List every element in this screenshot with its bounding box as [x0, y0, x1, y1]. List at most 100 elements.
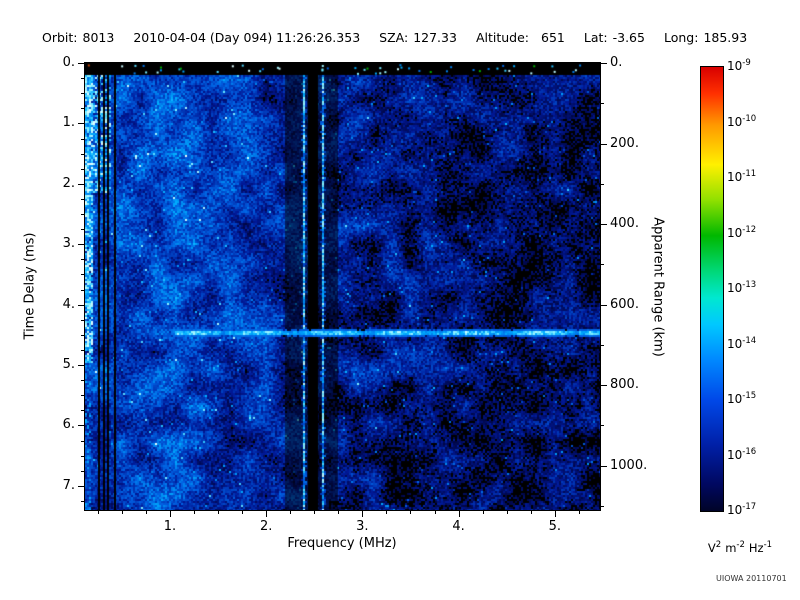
y-tick: [78, 63, 84, 64]
x-tick: [554, 511, 556, 517]
colorbar-tick-label: 10-13: [727, 280, 757, 295]
x-minor-tick: [242, 511, 244, 514]
range-tick-label: 400.: [610, 216, 639, 232]
range-tick: [601, 465, 607, 467]
x-tick: [362, 511, 364, 517]
y-minor-tick: [81, 153, 84, 155]
y-minor-tick: [81, 229, 84, 231]
x-tick: [458, 511, 460, 517]
y-minor-tick: [81, 108, 84, 110]
y-tick: [78, 304, 84, 306]
x-minor-tick: [410, 511, 412, 514]
y-minor-tick: [81, 410, 84, 412]
y-tick: [78, 365, 84, 367]
orbit-label: Orbit:: [42, 30, 78, 45]
range-tick-label: 0.: [610, 55, 623, 70]
x-tick-label: 4.: [452, 519, 465, 534]
x-tick: [169, 511, 171, 517]
x-tick: [266, 511, 268, 517]
watermark: UIOWA 20110701: [716, 574, 787, 583]
y-minor-tick: [81, 440, 84, 442]
y-minor-tick: [81, 259, 84, 261]
colorbar-tick-label: 10-12: [727, 224, 757, 240]
y-minor-tick: [81, 198, 84, 200]
range-tick: [601, 385, 607, 387]
y-minor-tick: [81, 138, 84, 140]
unit-part: m-2: [725, 540, 745, 555]
colorbar-tick-label: 10-15: [727, 391, 757, 406]
datetime-value: 2010-04-04 (Day 094) 11:26:26.353: [133, 30, 361, 45]
colorbar-unit-label: V2 m-2 Hz-1: [688, 540, 796, 555]
x-minor-tick: [386, 511, 388, 514]
sza-label: SZA:: [379, 30, 409, 45]
y-minor-tick: [81, 334, 84, 336]
y-tick-label: 1.: [62, 115, 75, 131]
x-minor-tick: [482, 511, 484, 514]
y-tick-label: 2.: [62, 175, 75, 191]
x-minor-tick: [434, 511, 436, 514]
range-tick: [601, 63, 607, 64]
y-tick-label: 4.: [62, 296, 75, 312]
long-field: Long: 185.93: [664, 30, 747, 45]
x-minor-tick: [97, 511, 99, 514]
datetime-field: 2010-04-04 (Day 094) 11:26:26.353: [133, 30, 360, 45]
y-minor-tick: [81, 380, 84, 382]
lat-value: -3.65: [612, 30, 645, 45]
y-minor-tick: [81, 214, 84, 215]
y-minor-tick: [81, 93, 84, 95]
header-bar: Orbit: 8013 2010-04-04 (Day 094) 11:26:26…: [42, 30, 792, 45]
y-minor-tick: [81, 319, 84, 321]
range-tick-label: 600.: [610, 296, 639, 312]
range-tick: [601, 224, 607, 226]
x-tick-label: 5.: [548, 519, 561, 534]
altitude-label: Altitude:: [475, 30, 530, 45]
range-minor-tick: [601, 425, 604, 427]
colorbar-tick-label: 10-10: [727, 113, 757, 129]
range-tick-label: 200.: [610, 135, 639, 151]
y-minor-tick: [81, 274, 84, 276]
colorbar-tick-label: 10-17: [727, 502, 757, 517]
y-tick: [78, 425, 84, 427]
x-minor-tick: [194, 511, 195, 514]
x-minor-tick: [530, 511, 532, 514]
colorbar-tick-label: 10-14: [727, 335, 757, 351]
range-tick-label: 1000.: [610, 457, 648, 473]
y-minor-tick: [81, 455, 84, 457]
plot-frame: [84, 62, 601, 511]
orbit-value: 8013: [82, 30, 115, 45]
y-tick-label: 6.: [62, 417, 75, 433]
y-tick-label: 0.: [62, 55, 75, 70]
x-minor-tick: [338, 511, 340, 514]
long-value: 185.93: [703, 30, 748, 45]
y-tick-label: 7.: [62, 477, 75, 493]
x-minor-tick: [121, 511, 123, 514]
y2-axis-title: Apparent Range (km): [650, 217, 666, 357]
sza-value: 127.33: [413, 30, 457, 45]
y-tick: [78, 485, 84, 487]
y-minor-tick: [81, 168, 84, 170]
x-minor-tick: [145, 511, 147, 514]
sza-field: SZA: 127.33: [379, 30, 457, 45]
x-minor-tick: [290, 511, 292, 514]
y-minor-tick: [81, 395, 84, 397]
lat-field: Lat: -3.65: [584, 30, 645, 45]
range-tick-label: 800.: [610, 377, 639, 393]
altitude-field: Altitude: 651: [476, 30, 565, 45]
y-minor-tick: [81, 500, 84, 502]
y-tick-label: 5.: [62, 357, 75, 373]
x-minor-tick: [314, 511, 316, 514]
x-tick-label: 3.: [356, 519, 369, 534]
x-tick-label: 1.: [163, 519, 177, 534]
unit-part: Hz-1: [748, 540, 773, 555]
altitude-value: 651: [541, 30, 565, 45]
spectrogram-canvas: [85, 63, 600, 510]
x-minor-tick: [506, 511, 508, 514]
range-minor-tick: [601, 505, 604, 507]
colorbar-tick-label: 10-9: [727, 58, 751, 73]
y-axis-title: Time Delay (ms): [22, 232, 38, 340]
long-label: Long:: [663, 30, 699, 45]
orbit-field: Orbit: 8013: [42, 30, 114, 45]
x-minor-tick: [218, 511, 220, 514]
y-minor-tick: [81, 78, 84, 80]
